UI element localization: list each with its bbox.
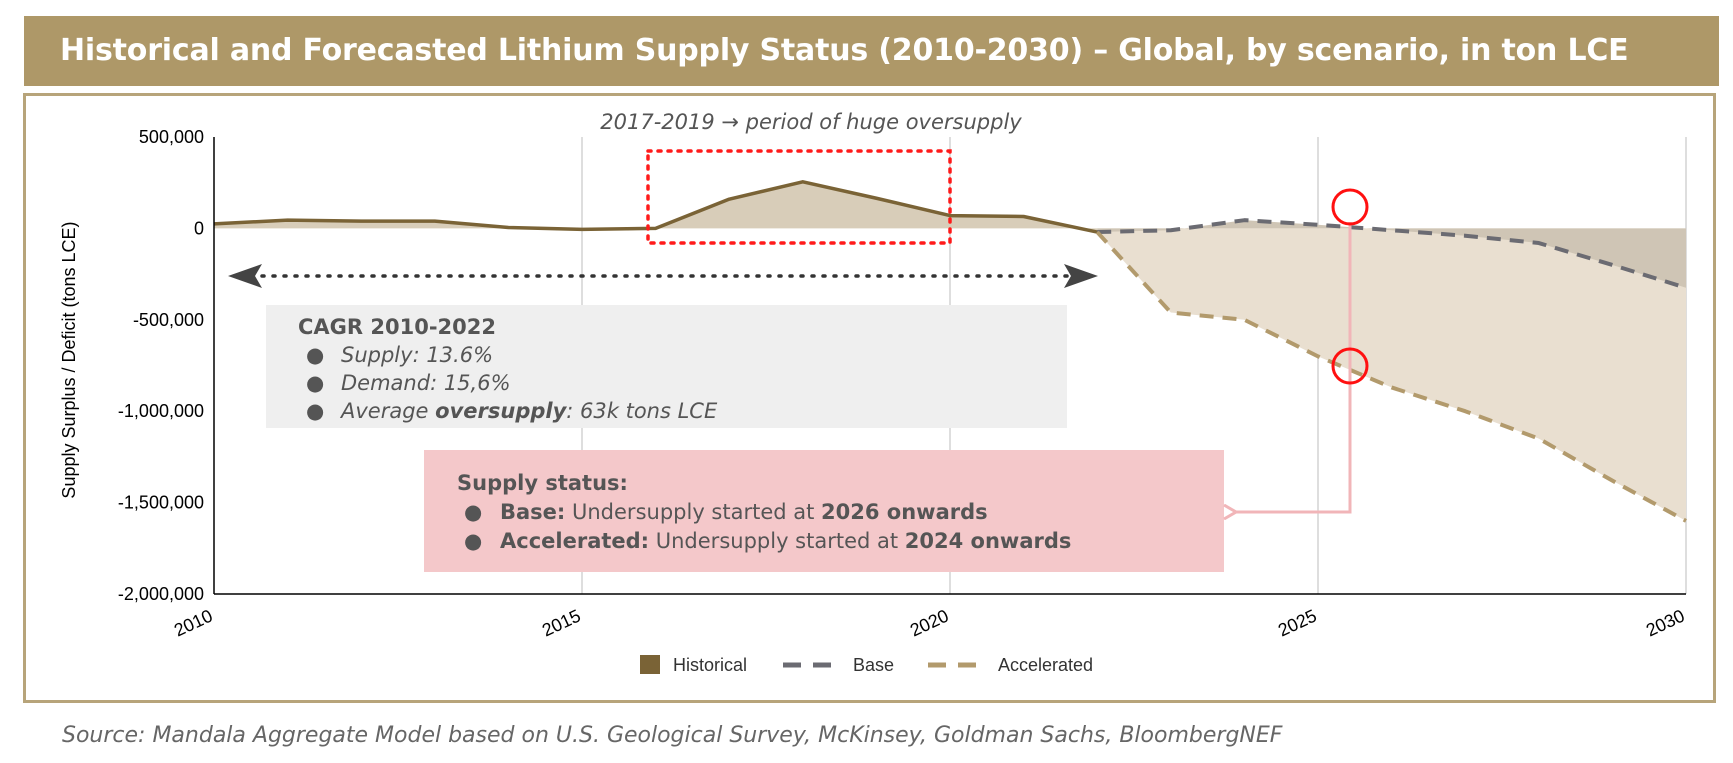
cagr-supply-item: Supply: 13.6% <box>341 343 493 367</box>
y-tick-labels: 500,000 0 -500,000 -1,000,000 -1,500,000 -2,0… <box>118 127 204 604</box>
y-tick-label: 0 <box>194 218 204 238</box>
oversupply-note: 2017-2019 → period of huge oversupply <box>600 110 1022 134</box>
base-undersupply-marker <box>1331 188 1369 226</box>
status-accelerated-item: Accelerated: Undersupply started at 2024… <box>500 529 1071 553</box>
y-tick-label: 500,000 <box>139 127 204 147</box>
area-base <box>1097 220 1686 288</box>
area-accelerated <box>1097 228 1686 521</box>
legend-historical-swatch <box>640 655 660 674</box>
chart-frame <box>23 93 1716 703</box>
legend-historical-label: Historical <box>673 655 747 675</box>
y-tick-label: -1,500,000 <box>118 493 204 513</box>
legend: Historical Base Accelerated <box>640 655 1093 675</box>
series-lines <box>213 180 1687 523</box>
cagr-box: CAGR 2010-2022 ● Supply: 13.6% ● Demand:… <box>266 305 1067 428</box>
area-historical <box>214 181 1098 233</box>
legend-accelerated-label: Accelerated <box>998 655 1093 675</box>
y-tick-label: -2,000,000 <box>118 584 204 604</box>
title-banner: Historical and Forecasted Lithium Supply… <box>24 16 1719 86</box>
legend-base-label: Base <box>853 655 894 675</box>
cagr-bullet: ● <box>306 399 324 423</box>
y-tick-label: -500,000 <box>133 310 204 330</box>
x-tick-labels: 2010 2015 2020 2025 2030 <box>171 605 1688 640</box>
span-arrow-right <box>1064 264 1098 288</box>
source-note: Source: Mandala Aggregate Model based on… <box>62 723 1283 748</box>
series-areas <box>214 181 1686 521</box>
cagr-title: CAGR 2010-2022 <box>298 315 496 339</box>
line-base <box>1097 218 1687 290</box>
x-tick-label: 2020 <box>907 605 952 640</box>
cagr-demand-item: Demand: 15,6% <box>341 371 511 395</box>
y-axis-label: Supply Surplus / Deficit (tons LCE) <box>59 221 79 498</box>
status-base-item: Base: Undersupply started at 2026 onward… <box>500 500 988 524</box>
lithium-supply-chart: 500,000 0 -500,000 -1,000,000 -1,500,000 -2,0… <box>59 110 1688 675</box>
supply-status-box: Supply status: ● Base: Undersupply start… <box>424 450 1224 572</box>
accelerated-undersupply-marker <box>1331 347 1369 385</box>
span-arrow-left <box>228 264 262 288</box>
status-bullet: ● <box>464 529 482 553</box>
x-tick-label: 2015 <box>539 605 584 640</box>
status-title: Supply status: <box>457 471 628 495</box>
oversupply-highlight-box <box>646 149 952 245</box>
status-connector-arrow <box>1234 222 1352 512</box>
x-tick-label: 2030 <box>1643 605 1688 640</box>
status-bullet: ● <box>464 500 482 524</box>
cagr-bullet: ● <box>306 371 324 395</box>
cagr-oversupply-item: Average oversupply: 63k tons LCE <box>339 399 718 423</box>
x-tick-label: 2010 <box>171 605 216 640</box>
cagr-bullet: ● <box>306 343 324 367</box>
x-tick-label: 2025 <box>1275 605 1320 640</box>
y-tick-label: -1,000,000 <box>118 401 204 421</box>
line-accelerated <box>1095 230 1687 523</box>
chart-title: Historical and Forecasted Lithium Supply… <box>60 33 1629 68</box>
line-historical <box>213 180 1098 234</box>
